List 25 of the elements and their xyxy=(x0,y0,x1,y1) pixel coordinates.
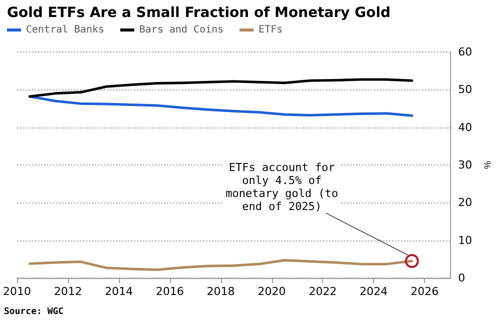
line-series xyxy=(28,78,414,98)
y-tick-label: 0 xyxy=(458,272,466,284)
annotation: ETFs account for only 4.5% of monetary gold (to end of 2025) xyxy=(224,161,340,214)
x-tick-label: 2022 xyxy=(308,285,337,298)
x-tick-label: 2014 xyxy=(104,285,133,298)
legend-label: ETFs xyxy=(258,24,283,36)
source-note: Source: WGC xyxy=(4,307,64,317)
x-tick-label: 2012 xyxy=(54,285,82,298)
x-tick-label: 2016 xyxy=(156,285,184,298)
x-tick-label: 2010 xyxy=(2,285,31,298)
line-series xyxy=(28,95,414,117)
x-tick-label: 2024 xyxy=(360,285,388,298)
legend-label: Bars and Coins xyxy=(139,24,224,36)
y-axis-title: % xyxy=(482,160,492,170)
y-tick-label: 60 xyxy=(458,46,472,58)
x-tick-label: 2020 xyxy=(258,285,286,298)
y-tick-label: 20 xyxy=(458,196,472,210)
x-tick-label: 2018 xyxy=(206,285,235,298)
y-tick-label: 10 xyxy=(458,234,472,247)
chart-title: Gold ETFs Are a Small Fraction of Monetary Gold xyxy=(7,5,391,21)
y-tick-label: 50 xyxy=(458,83,472,96)
legend-label: Central Banks xyxy=(26,24,104,36)
x-tick-label: 2026 xyxy=(410,285,439,298)
y-tick-label: 30 xyxy=(458,158,472,172)
y-tick-label: 40 xyxy=(458,120,472,134)
